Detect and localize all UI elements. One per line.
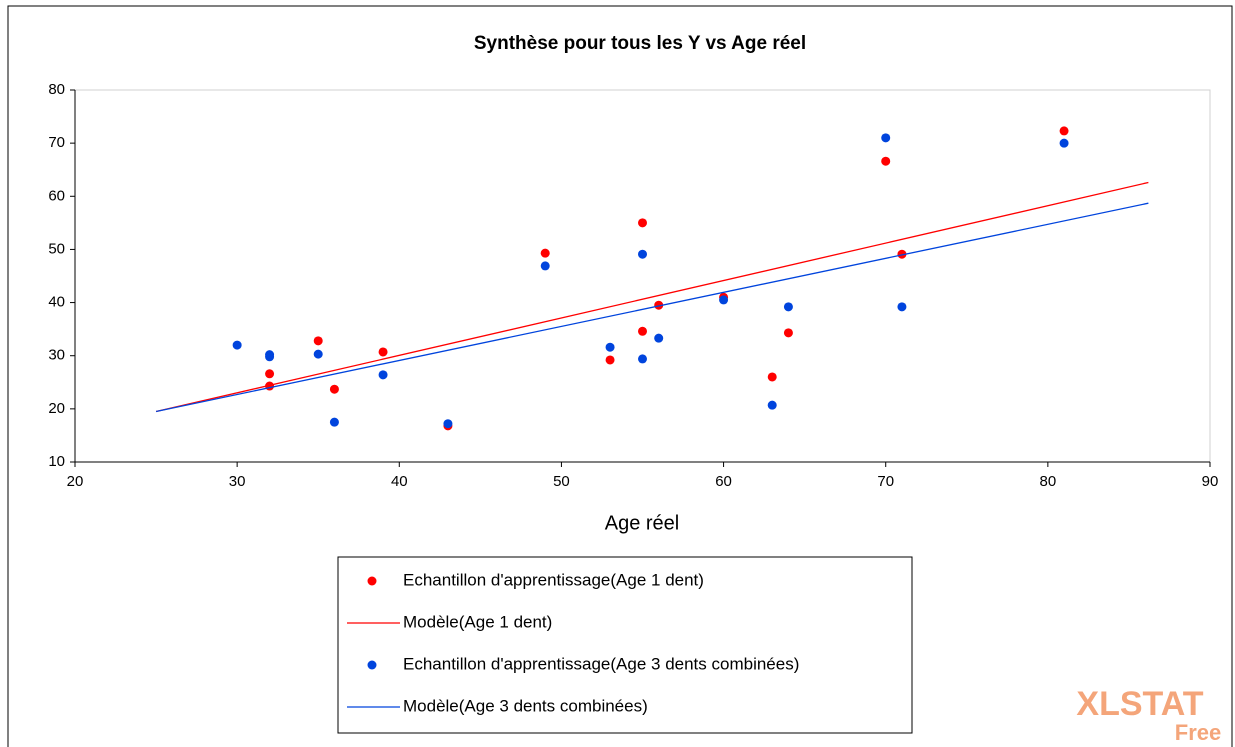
logo-sub: Free xyxy=(1175,720,1221,745)
legend-marker xyxy=(367,576,377,586)
y-tick-label: 80 xyxy=(48,81,65,98)
legend-label: Modèle(Age 1 dent) xyxy=(403,612,552,631)
point xyxy=(1059,138,1069,148)
y-tick-label: 20 xyxy=(48,400,65,417)
point xyxy=(654,300,664,310)
x-tick-label: 60 xyxy=(715,473,732,490)
point xyxy=(638,326,647,336)
logo: XLSTAT xyxy=(1076,685,1203,723)
point xyxy=(265,352,275,362)
point xyxy=(329,417,339,427)
point xyxy=(443,419,453,429)
point xyxy=(605,342,615,352)
legend-label: Echantillon d'apprentissage(Age 1 dent) xyxy=(403,570,704,589)
x-tick-label: 40 xyxy=(391,473,408,490)
x-tick-label: 50 xyxy=(553,473,570,490)
point xyxy=(881,156,891,166)
point xyxy=(605,355,615,365)
model-line xyxy=(155,181,1149,413)
point xyxy=(654,333,664,343)
x-axis-label: Age réel xyxy=(605,512,680,534)
point xyxy=(767,372,777,382)
plot-area xyxy=(74,89,1211,463)
point xyxy=(767,400,777,410)
point xyxy=(232,340,242,350)
point xyxy=(378,370,388,380)
y-tick-label: 30 xyxy=(48,347,65,364)
point xyxy=(378,347,388,357)
legend-label: Modèle(Age 3 dents combinées) xyxy=(403,696,648,715)
y-tick-label: 40 xyxy=(48,294,65,311)
y-tick-label: 50 xyxy=(48,240,65,257)
x-tick-label: 20 xyxy=(67,473,84,490)
chart-border xyxy=(7,5,1233,747)
point xyxy=(638,354,647,364)
point xyxy=(1059,126,1069,136)
x-tick-label: 70 xyxy=(877,473,894,490)
model-line xyxy=(155,202,1149,413)
legend xyxy=(337,556,913,734)
y-tick-label: 60 xyxy=(48,187,65,204)
point xyxy=(313,349,323,359)
point xyxy=(329,384,339,394)
x-tick-label: 30 xyxy=(229,473,246,490)
y-tick-label: 70 xyxy=(48,134,65,151)
point xyxy=(897,302,907,312)
point xyxy=(638,218,647,228)
point xyxy=(638,249,647,259)
legend-marker xyxy=(367,660,377,670)
point xyxy=(540,261,550,271)
point xyxy=(881,133,891,143)
x-tick-label: 90 xyxy=(1202,473,1219,490)
point xyxy=(719,295,729,305)
point xyxy=(313,336,323,346)
point xyxy=(540,248,550,258)
point xyxy=(265,369,275,379)
chart-title: Synthèse pour tous les Y vs Age réel xyxy=(474,33,806,54)
point xyxy=(783,328,793,338)
y-tick-label: 10 xyxy=(48,453,65,470)
legend-label: Echantillon d'apprentissage(Age 3 dents … xyxy=(403,654,799,673)
point xyxy=(897,249,907,259)
point xyxy=(783,302,793,312)
x-tick-label: 80 xyxy=(1040,473,1057,490)
